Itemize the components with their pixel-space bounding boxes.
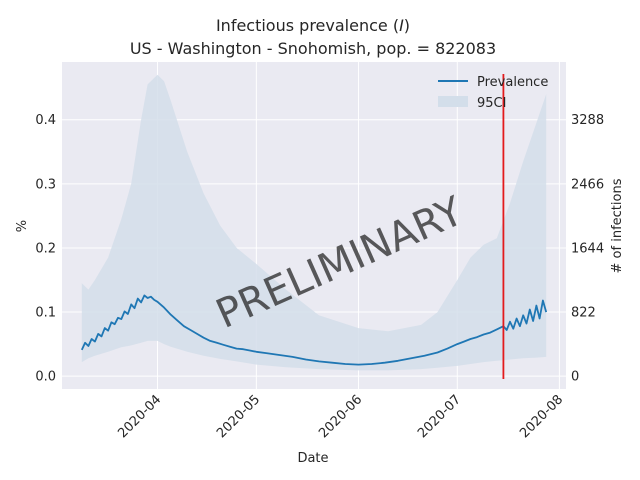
legend: Prevalence 95CI — [438, 75, 548, 111]
x-tick-label: 2020-06 — [316, 392, 365, 441]
prevalence-line — [80, 294, 548, 366]
y-tick-label: 0.1 — [35, 306, 56, 321]
x-tick-label: 2020-07 — [415, 392, 464, 441]
y2-tick-label: 3288 — [571, 113, 604, 128]
x-tick-labels: 2020-04 2020-05 2020-06 2020-07 2020-08 — [115, 392, 566, 441]
legend-band-swatch — [438, 96, 468, 107]
x-axis-label: Date — [297, 451, 328, 466]
ci-band-group — [81, 74, 547, 371]
y-tick-label: 0.3 — [35, 177, 56, 192]
y2-tick-label: 1644 — [571, 241, 604, 256]
y-axis-label: % — [15, 220, 30, 232]
y-tick-label: 0.0 — [35, 370, 56, 385]
chart-title-line2: US - Washington - Snohomish, pop. = 8220… — [130, 39, 496, 58]
prevalence-line-group — [80, 294, 548, 366]
y2-tick-labels: 0 822 1644 2466 3288 — [571, 113, 604, 384]
y2-tick-label: 822 — [571, 306, 596, 321]
y-tick-labels: 0.0 0.1 0.2 0.3 0.4 — [35, 113, 56, 384]
chart-title-line1: Infectious prevalence (I) — [216, 16, 410, 35]
legend-label-prevalence: Prevalence — [477, 75, 548, 90]
ci-band — [81, 74, 547, 371]
y2-axis-label: # of infections — [610, 178, 625, 273]
legend-label-95ci: 95CI — [477, 96, 506, 111]
x-tick-label: 2020-08 — [517, 392, 566, 441]
x-tick-label: 2020-04 — [115, 392, 164, 441]
y2-tick-label: 0 — [571, 370, 579, 385]
y-tick-label: 0.4 — [35, 113, 56, 128]
x-tick-label: 2020-05 — [214, 392, 263, 441]
y-tick-label: 0.2 — [35, 241, 56, 256]
y2-tick-label: 2466 — [571, 177, 604, 192]
